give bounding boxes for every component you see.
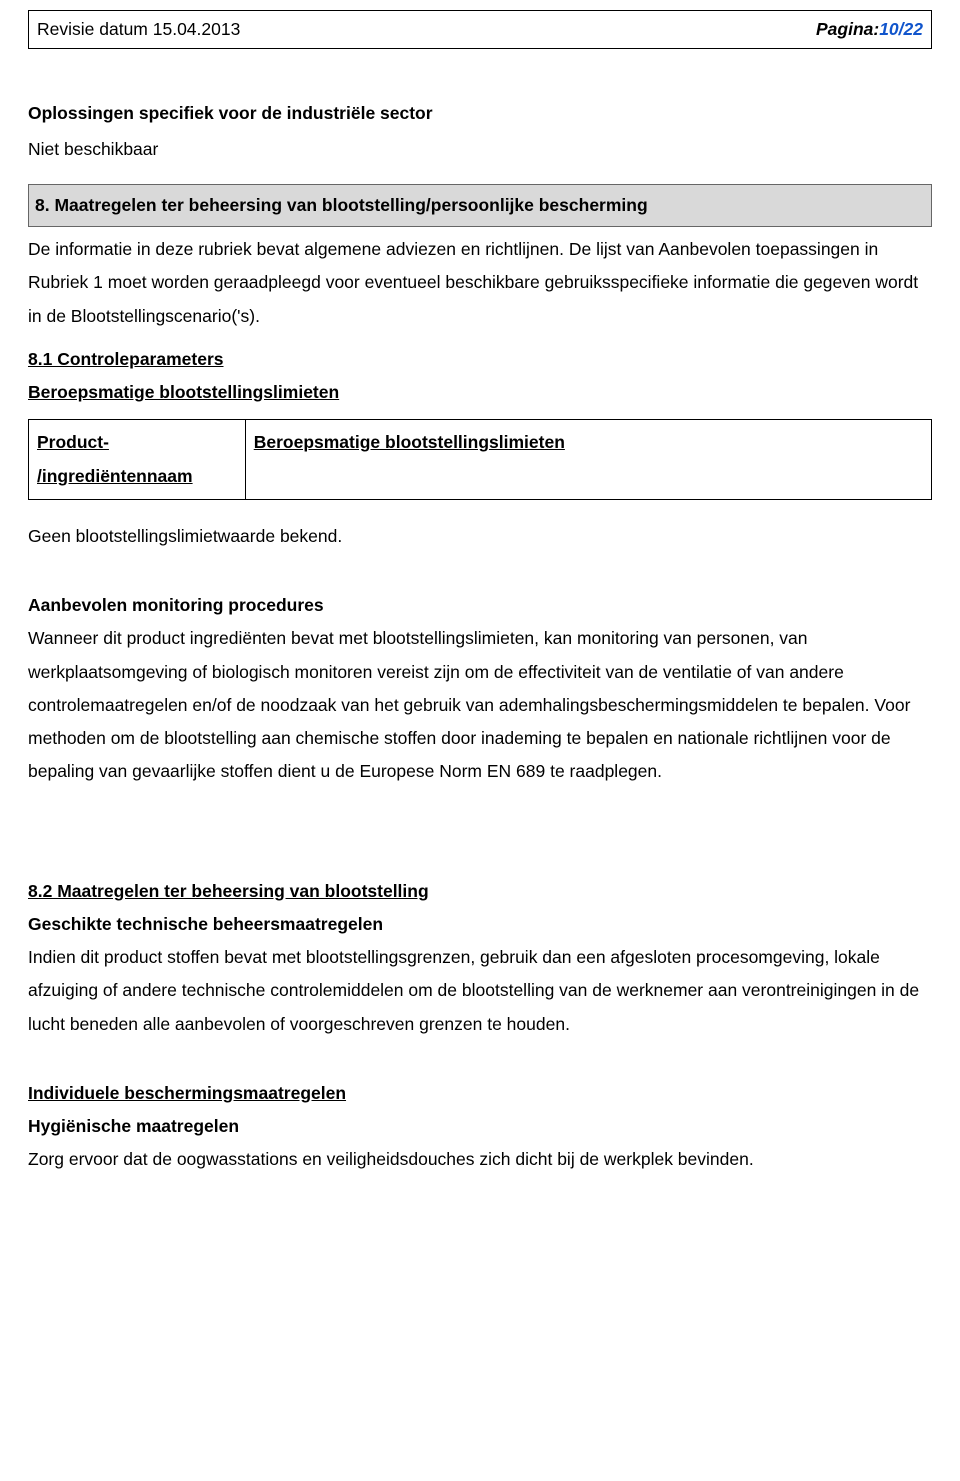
not-available-text: Niet beschikbaar [28,133,932,166]
col1-header-text: Product- /ingrediëntennaam [37,432,193,485]
section-8-intro: De informatie in deze rubriek bevat alge… [28,233,932,333]
table-header-col2: Beroepsmatige blootstellingslimieten [245,420,931,500]
revision-date: Revisie datum 15.04.2013 [37,13,240,46]
table-header-col1: Product- /ingrediëntennaam [29,420,246,500]
hygiene-text: Zorg ervoor dat de oogwasstations en vei… [28,1143,932,1176]
tech-controls-heading: Geschikte technische beheersmaatregelen [28,908,932,941]
section-8-header: 8. Maatregelen ter beheersing van bloots… [28,184,932,227]
no-limit-known: Geen blootstellingslimietwaarde bekend. [28,520,932,553]
tech-controls-text: Indien dit product stoffen bevat met blo… [28,941,932,1041]
solutions-heading: Oplossingen specifiek voor de industriël… [28,97,932,130]
exposure-limits-table: Product- /ingrediëntennaam Beroepsmatige… [28,419,932,500]
occupational-limits-heading: Beroepsmatige blootstellingslimieten [28,376,932,409]
hygiene-heading: Hygiënische maatregelen [28,1110,932,1143]
table-row: Product- /ingrediëntennaam Beroepsmatige… [29,420,932,500]
page-header: Revisie datum 15.04.2013 Pagina:10/22 [28,10,932,49]
monitoring-heading: Aanbevolen monitoring procedures [28,589,932,622]
page-number: 10/22 [879,19,923,39]
pagina-text: Pagina: [816,19,879,39]
monitoring-text: Wanneer dit product ingrediënten bevat m… [28,622,932,788]
section-8-2-heading: 8.2 Maatregelen ter beheersing van bloot… [28,875,932,908]
col2-header-text: Beroepsmatige blootstellingslimieten [254,432,565,452]
pagina-label: Pagina:10/22 [816,13,923,46]
section-8-1-heading: 8.1 Controleparameters [28,343,932,376]
indiv-protection-heading: Individuele beschermingsmaatregelen [28,1077,932,1110]
